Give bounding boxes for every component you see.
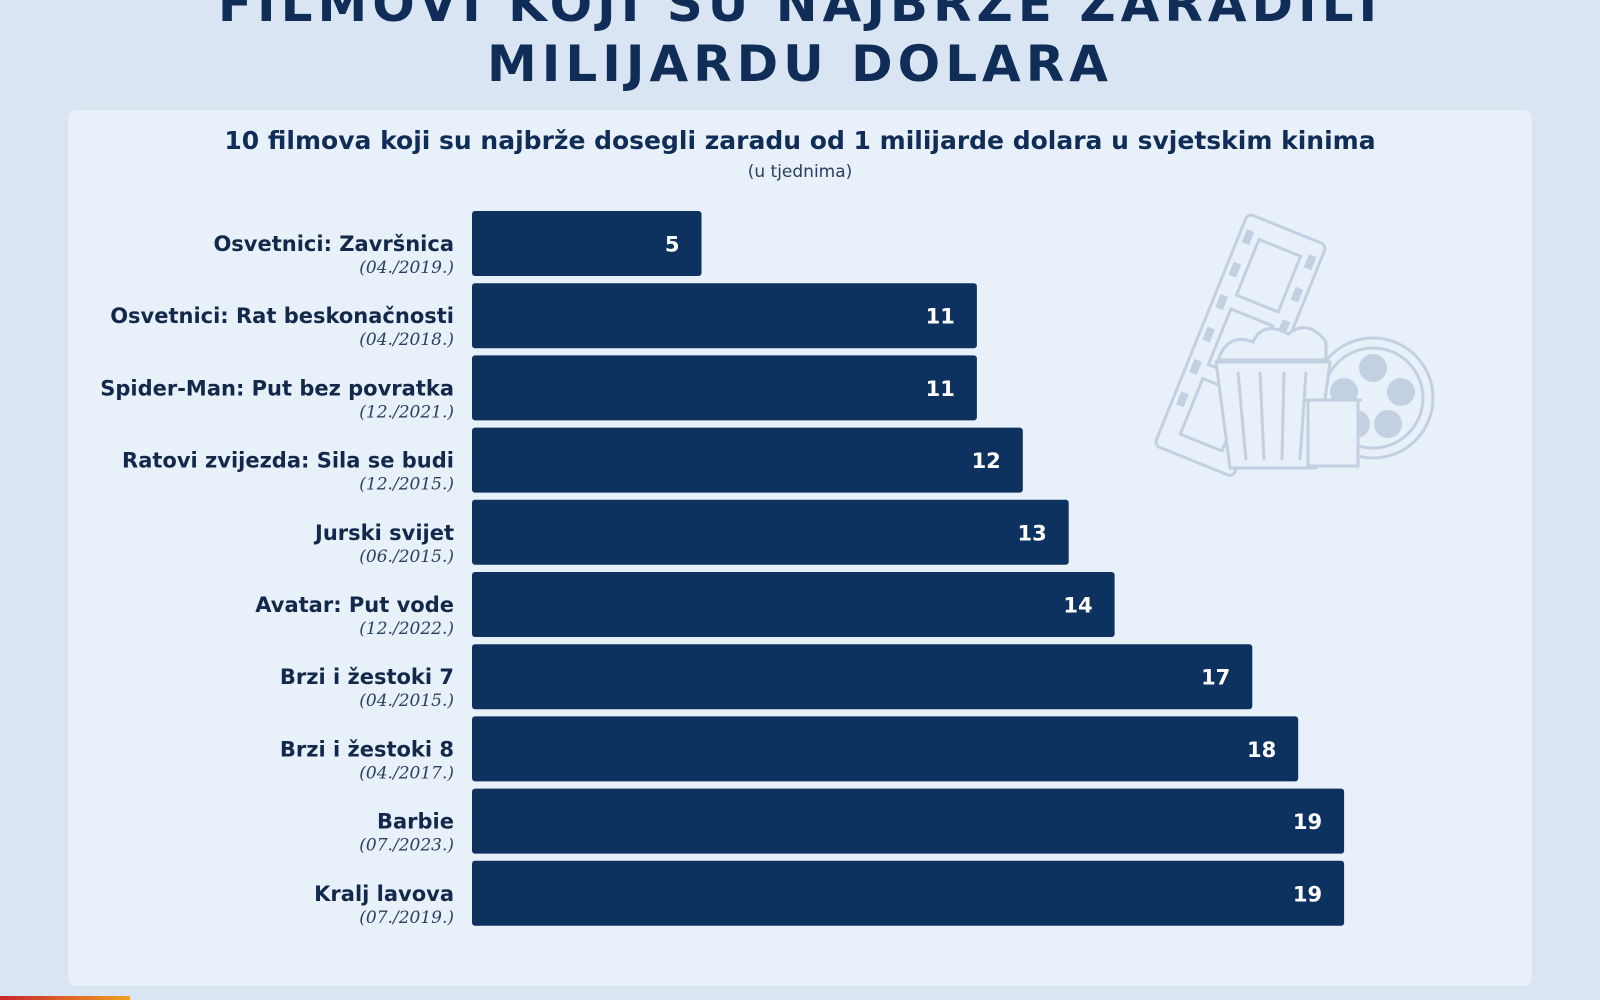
bar-8 — [472, 716, 1299, 782]
bar-value-label: 13 — [1017, 521, 1046, 545]
category-date-label: (04./2015.) — [359, 691, 454, 711]
chart-title: 10 filmova koji su najbrže dosegli zarad… — [224, 126, 1376, 155]
bar-10 — [472, 860, 1345, 926]
bar-5 — [472, 499, 1069, 565]
category-date-label: (04./2019.) — [359, 258, 454, 278]
category-label: Ratovi zvijezda: Sila se budi — [122, 449, 454, 473]
chart-panel: 10 filmova koji su najbrže dosegli zarad… — [68, 110, 1532, 986]
main-title: FILMOVI KOJI SU NAJBRŽE ZARADILI MILIJAR… — [0, 0, 1600, 94]
category-date-label: (04./2018.) — [359, 330, 454, 350]
bar-4 — [472, 427, 1023, 493]
bar-chart: 5 Osvetnici: Završnica(04./2019.) 11 Osvetn… — [100, 211, 1435, 928]
bar-value-label: 12 — [972, 449, 1001, 473]
bar-2 — [472, 283, 977, 349]
bar-value-label: 11 — [926, 377, 955, 401]
bar-value-label: 19 — [1293, 810, 1322, 834]
category-label: Brzi i žestoki 7 — [280, 665, 454, 689]
category-label: Kralj lavova — [314, 882, 454, 906]
bar-value-label: 5 — [665, 233, 680, 257]
bar-value-label: 11 — [926, 305, 955, 329]
film-popcorn-icon — [1154, 213, 1435, 477]
category-date-label: (07./2023.) — [359, 836, 454, 856]
category-label: Avatar: Put vode — [255, 593, 454, 617]
bar-6 — [472, 572, 1115, 637]
logo-strip — [0, 996, 130, 1000]
category-date-label: (12./2015.) — [359, 475, 454, 495]
category-date-label: (07./2019.) — [359, 908, 454, 928]
category-label: Brzi i žestoki 8 — [280, 737, 454, 761]
category-label: Spider-Man: Put bez povratka — [100, 376, 454, 400]
main-title-line-1: FILMOVI KOJI SU NAJBRŽE ZARADILI — [217, 0, 1383, 33]
bar-value-label: 17 — [1201, 666, 1230, 690]
bar-1 — [472, 211, 702, 276]
bar-3 — [472, 355, 977, 421]
bar-value-label: 14 — [1063, 594, 1092, 618]
main-title-line-2: MILIJARDU DOLARA — [487, 35, 1113, 93]
category-date-label: (06./2015.) — [359, 547, 454, 567]
chart-subtitle: (u tjednima) — [747, 162, 853, 182]
category-label: Barbie — [377, 810, 454, 834]
category-label: Osvetnici: Rat beskonačnosti — [110, 304, 454, 328]
bar-9 — [472, 788, 1345, 854]
bar-7 — [472, 644, 1253, 710]
bar-value-label: 19 — [1293, 882, 1322, 906]
category-date-label: (12./2021.) — [359, 402, 454, 422]
category-date-label: (12./2022.) — [359, 619, 454, 639]
category-date-label: (04./2017.) — [359, 763, 454, 783]
category-label: Osvetnici: Završnica — [213, 232, 454, 256]
category-label: Jurski svijet — [313, 521, 454, 545]
bar-value-label: 18 — [1247, 738, 1276, 762]
